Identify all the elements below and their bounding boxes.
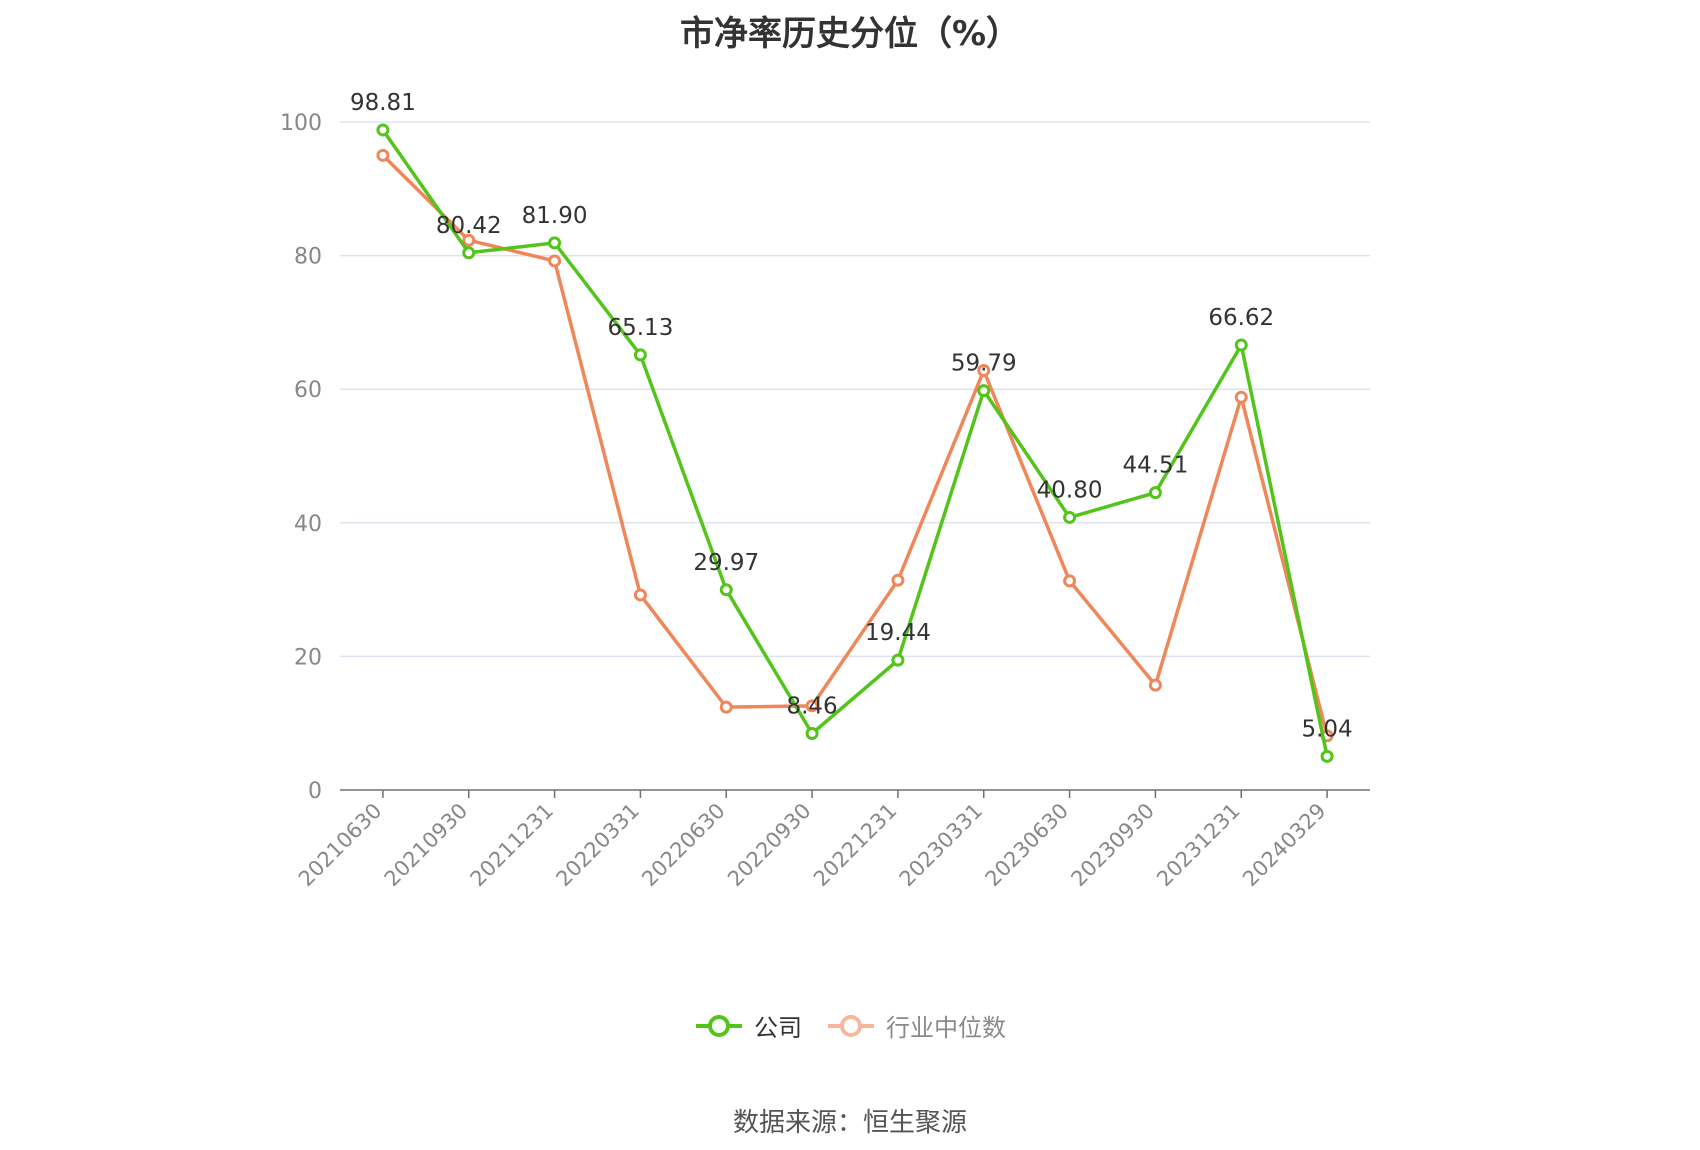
data-label: 81.90 (522, 203, 588, 229)
legend: 公司 行业中位数 (0, 1008, 1700, 1043)
data-point-industry-median (462, 233, 476, 247)
y-tick-label: 60 (294, 378, 322, 403)
x-tick-label: 20220930 (723, 799, 816, 892)
chart-title: 市净率历史分位（%） (679, 14, 1021, 54)
legend-line-marker-icon (696, 1014, 742, 1037)
data-label: 40.80 (1037, 477, 1103, 503)
x-tick-label: 20211231 (466, 799, 559, 892)
legend-line-marker-icon (828, 1014, 874, 1037)
x-tick-label: 20220331 (551, 799, 644, 892)
x-tick-label: 20230331 (895, 799, 988, 892)
y-tick-label: 0 (308, 779, 322, 804)
series-layer (376, 123, 1334, 763)
data-point-industry-median (891, 573, 905, 587)
x-tick-label: 20240329 (1238, 799, 1331, 892)
data-label: 98.81 (350, 90, 416, 116)
data-point-company (977, 384, 991, 398)
data-label-layer: 98.81 80.42 81.90 65.13 29.97 8.46 19.44 59.79 4… (350, 90, 1353, 742)
series-line-industry-median (381, 153, 1329, 738)
data-point-industry-median (977, 363, 991, 377)
legend-label-industry-median: 行业中位数 (886, 1014, 1006, 1042)
y-tick-label: 20 (294, 645, 322, 670)
legend-item-industry-median[interactable]: 行业中位数 (826, 1008, 1006, 1043)
data-label: 19.44 (865, 620, 931, 646)
data-point-company (805, 726, 819, 740)
data-point-industry-median (1063, 574, 1077, 588)
y-tick-label: 40 (294, 512, 322, 537)
x-tick-label: 20221231 (809, 799, 902, 892)
data-point-company (891, 653, 905, 667)
x-tick-label: 20210930 (380, 799, 473, 892)
data-point-industry-median (376, 148, 390, 162)
data-point-industry-median (548, 254, 562, 268)
data-point-company (719, 583, 733, 597)
y-tick-label: 80 (294, 245, 322, 270)
legend-label-company: 公司 (754, 1014, 802, 1042)
series-line-company (381, 128, 1329, 759)
data-point-company (376, 123, 390, 137)
data-point-industry-median (719, 700, 733, 714)
data-label: 5.04 (1301, 716, 1352, 742)
data-point-company (1063, 510, 1077, 524)
x-tick-label: 20220630 (637, 799, 730, 892)
data-point-industry-median (1148, 678, 1162, 692)
data-label: 66.62 (1208, 305, 1274, 331)
legend-item-company[interactable]: 公司 (694, 1008, 802, 1043)
data-point-company (1320, 749, 1334, 763)
data-point-industry-median (633, 588, 647, 602)
data-source-note: 数据来源：恒生聚源 (732, 1108, 967, 1138)
data-point-company (462, 246, 476, 260)
data-point-company (1148, 486, 1162, 500)
line-chart: 0204060801002021063020210930202112312022… (280, 90, 1370, 892)
x-tick-label: 20210630 (294, 799, 387, 892)
data-point-company (633, 348, 647, 362)
data-label: 65.13 (607, 315, 673, 341)
data-point-industry-median (805, 699, 819, 713)
x-tick-label: 20230630 (981, 799, 1074, 892)
data-label: 44.51 (1122, 453, 1188, 479)
data-label: 29.97 (693, 550, 759, 576)
x-tick-label: 20230930 (1066, 799, 1159, 892)
grid-layer (340, 121, 1370, 658)
data-point-company (1234, 338, 1248, 352)
data-point-industry-median (1234, 390, 1248, 404)
data-label: 59.79 (951, 351, 1017, 377)
data-label: 8.46 (786, 693, 837, 719)
y-tick-label: 100 (280, 111, 322, 136)
data-label: 80.42 (436, 213, 502, 239)
x-tick-label: 20231231 (1152, 799, 1245, 892)
data-point-company (548, 236, 562, 250)
